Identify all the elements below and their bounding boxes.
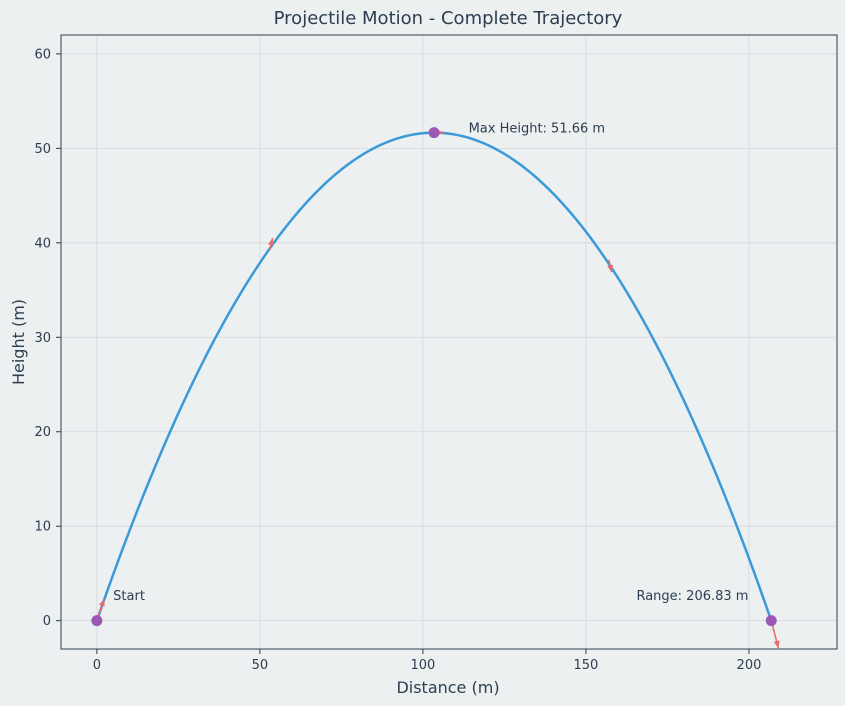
y-tick-label: 60 bbox=[34, 47, 51, 62]
chart-title: Projectile Motion - Complete Trajectory bbox=[274, 8, 623, 29]
x-tick-label: 50 bbox=[252, 658, 269, 673]
velocity-arrow-head bbox=[607, 264, 613, 273]
gridlines bbox=[61, 35, 837, 649]
x-tick-label: 200 bbox=[737, 658, 762, 673]
annotation-label: Max Height: 51.66 m bbox=[469, 121, 606, 136]
x-tick-label: 0 bbox=[93, 658, 101, 673]
key-point-marker bbox=[428, 127, 440, 139]
annotation-label: Start bbox=[113, 589, 145, 604]
y-tick-label: 50 bbox=[34, 142, 51, 157]
key-point-marker bbox=[91, 615, 103, 627]
x-axis-label: Distance (m) bbox=[396, 678, 499, 697]
y-axis-label: Height (m) bbox=[9, 299, 28, 385]
y-tick-label: 20 bbox=[34, 425, 51, 440]
axes-frame bbox=[60, 34, 838, 650]
velocity-arrow-head bbox=[99, 598, 105, 607]
key-point-marker bbox=[765, 615, 777, 627]
y-tick-label: 30 bbox=[34, 331, 51, 346]
velocity-arrow-head bbox=[268, 238, 274, 246]
x-tick-label: 100 bbox=[411, 658, 436, 673]
y-tick-label: 40 bbox=[34, 236, 51, 251]
annotations: Start Max Height: 51.66 m Range: 206.83 m bbox=[113, 121, 748, 604]
plot-frame bbox=[60, 34, 838, 650]
x-tick-label: 150 bbox=[574, 658, 599, 673]
y-tick-label: 0 bbox=[43, 614, 51, 629]
y-tick-label: 10 bbox=[34, 520, 51, 535]
velocity-arrow-head bbox=[773, 640, 780, 649]
key-point-markers bbox=[91, 127, 777, 627]
tick-marks: 0 50 100 150 200 0 10 20 30 40 50 60 bbox=[34, 47, 761, 673]
annotation-label: Range: 206.83 m bbox=[636, 589, 748, 604]
